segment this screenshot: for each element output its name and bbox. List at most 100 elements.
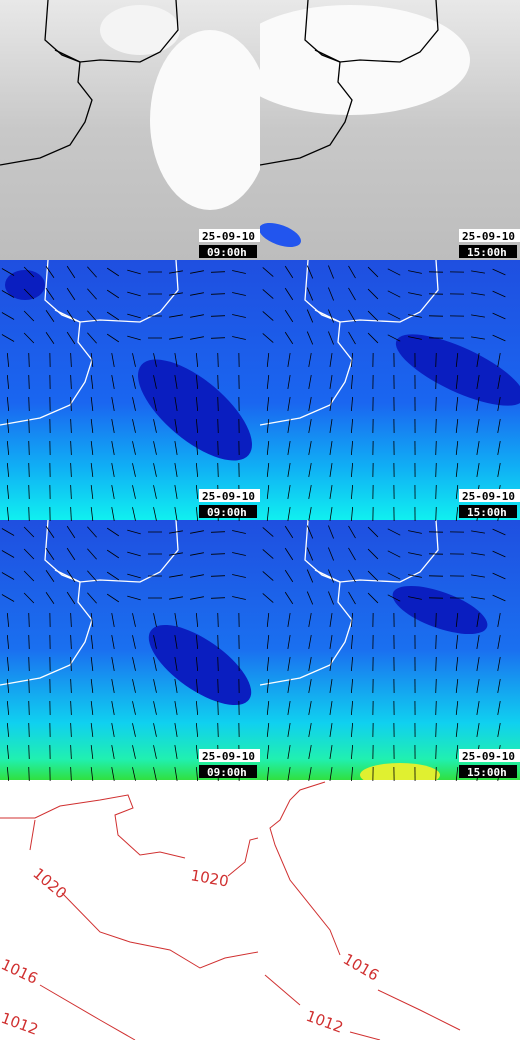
wind-arrow [435, 656, 437, 672]
time-box [199, 245, 257, 258]
wind-arrow [6, 352, 10, 368]
wind-arrow [66, 287, 76, 301]
wind-arrow [66, 525, 76, 539]
wind-arrow [210, 293, 226, 295]
wind-arrow [435, 352, 437, 368]
wind-arrow [367, 332, 379, 344]
wind-arrow [111, 635, 115, 649]
wind-arrow [217, 678, 219, 694]
wind-arrow [306, 287, 314, 301]
wind-arrow [455, 612, 459, 628]
wind-arrow [217, 612, 219, 628]
wind-arrow [387, 268, 401, 276]
wind-arrow [497, 723, 501, 737]
wind-arrow [287, 397, 291, 411]
wind-arrow [284, 331, 294, 345]
wind-arrow [497, 353, 501, 367]
wind-arrow [132, 613, 136, 627]
wind-arrow [308, 723, 312, 737]
wind-arrow [23, 592, 35, 604]
wind-arrow [350, 396, 354, 412]
wind-arrow [6, 484, 10, 500]
wind-arrow [153, 353, 157, 367]
wind-arrow [195, 462, 199, 478]
wind-arrow [471, 292, 485, 296]
wind-arrow [435, 744, 437, 760]
wind-arrow [6, 766, 10, 782]
wind-arrow [6, 462, 10, 478]
wind-arrow [111, 613, 115, 627]
wind-arrow [476, 679, 480, 693]
wind-arrow [70, 462, 72, 478]
wind-arrow [329, 635, 333, 649]
wind-arrow [169, 314, 183, 318]
wind-arrow [266, 700, 270, 716]
date-box [459, 489, 520, 502]
wind-arrow [210, 271, 226, 273]
wind-arrow [127, 291, 141, 297]
wind-arrow [476, 397, 480, 411]
wind-arrow [266, 744, 270, 760]
wind-arrow [90, 374, 94, 390]
wind-arrow [132, 375, 136, 389]
wind-arrow [195, 352, 199, 368]
wind-arrow [1, 290, 15, 298]
wind-arrow [266, 418, 270, 434]
wind-arrow [476, 375, 480, 389]
wind-arrow [28, 396, 30, 412]
wind-arrow [435, 374, 437, 390]
wind-arrow [111, 657, 115, 671]
wind-arrow [308, 657, 312, 671]
date-box [459, 749, 520, 762]
wind-arrow [497, 375, 501, 389]
wind-arrow [308, 375, 312, 389]
wind-arrow [106, 593, 120, 603]
date-box [199, 749, 260, 762]
wind-arrow [262, 571, 274, 581]
date-label: 25-09-10 [462, 490, 515, 503]
wind-arrow [492, 312, 506, 320]
wind-arrow [87, 332, 97, 344]
time-box [459, 245, 517, 258]
date-box [199, 229, 260, 242]
wind-arrow [408, 314, 422, 318]
wind-arrow [153, 745, 157, 759]
time-stamp: 25-09-10 09:00h [199, 229, 260, 259]
wind-arrow [308, 613, 312, 627]
wind-arrow [266, 656, 270, 672]
wind-arrow [350, 722, 354, 738]
wind-arrow [471, 596, 485, 600]
wind-arrow [308, 679, 312, 693]
wind-arrow [6, 418, 10, 434]
wind-arrow [308, 353, 312, 367]
wind-arrow [306, 525, 314, 539]
wind-arrow [284, 547, 294, 561]
wind-arrow [45, 332, 55, 344]
wind-arrow [66, 331, 76, 345]
wind-arrow [195, 700, 199, 716]
wind-arrow [408, 596, 422, 600]
wind-arrow [6, 396, 10, 412]
wind-arrow [70, 744, 72, 760]
wind-arrow [350, 418, 354, 434]
time-box [199, 505, 257, 518]
wind-arrow [132, 485, 136, 499]
wind-arrow [471, 530, 485, 534]
wind-arrow [497, 657, 501, 671]
wind-arrow [435, 396, 437, 412]
wind-arrow [132, 767, 136, 781]
wind-arrow [497, 679, 501, 693]
wind-arrow [174, 485, 178, 499]
time-label: 09:00h [207, 246, 247, 259]
wind-arrow [132, 419, 136, 433]
wind-arrow [435, 462, 437, 478]
wind-arrow [350, 506, 354, 522]
wind-arrow [70, 766, 72, 782]
wind-arrow [174, 657, 178, 671]
isobar-label: 1020 [189, 866, 230, 890]
wind-arrow [195, 678, 199, 694]
wind-arrow [195, 744, 199, 760]
wind-arrow [132, 657, 136, 671]
wind-arrow [350, 612, 354, 628]
wind-arrow [6, 722, 10, 738]
